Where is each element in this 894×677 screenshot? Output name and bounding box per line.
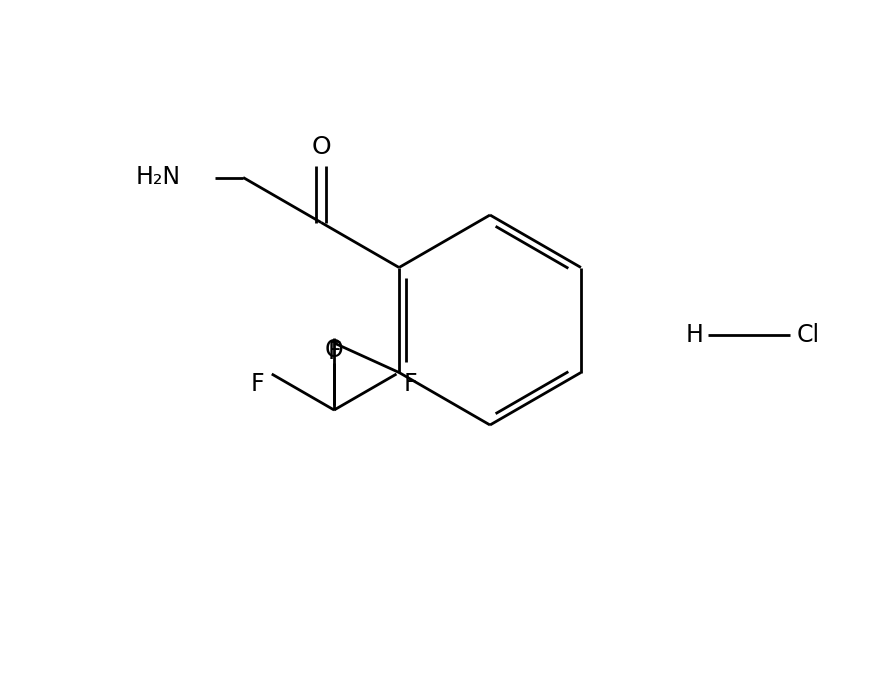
Text: H₂N: H₂N [136,165,181,190]
Text: O: O [325,338,343,362]
Text: H: H [686,323,704,347]
Text: F: F [327,340,341,364]
Text: F: F [251,372,265,396]
Text: O: O [311,135,331,160]
Text: Cl: Cl [797,323,820,347]
Text: F: F [404,372,417,396]
